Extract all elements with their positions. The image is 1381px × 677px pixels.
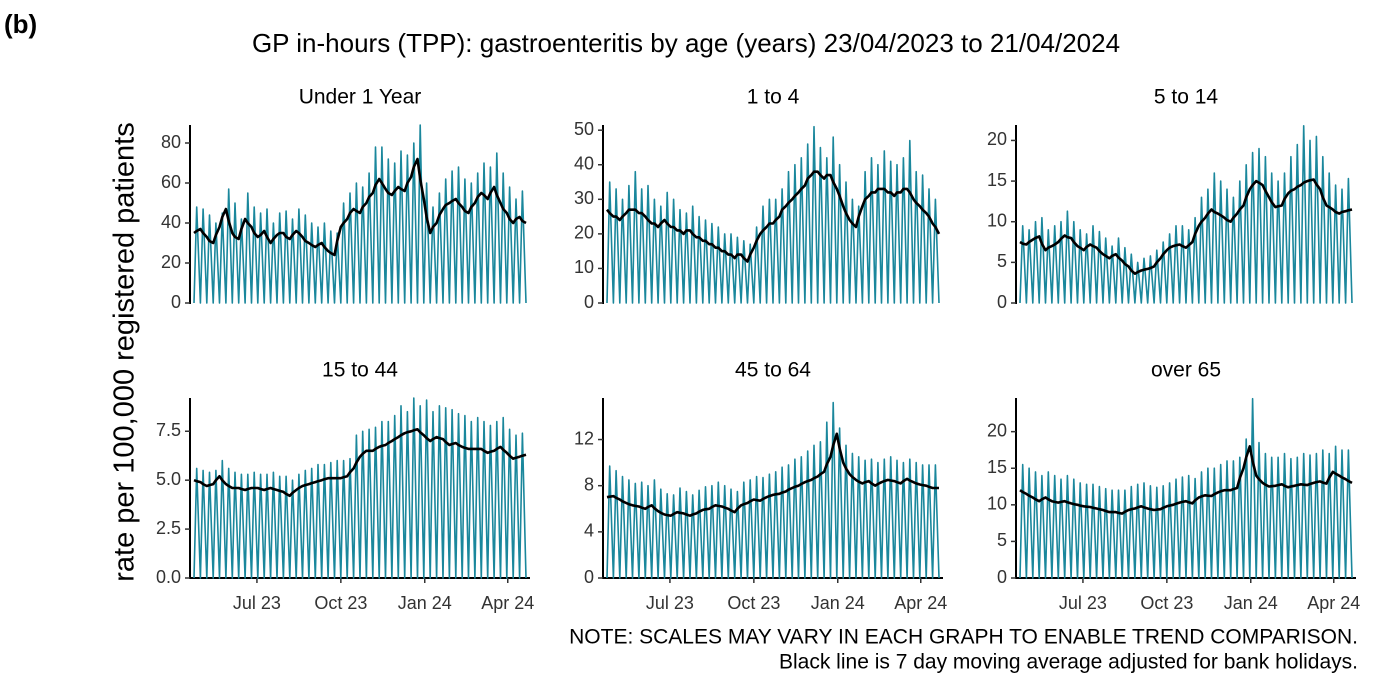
y-tick-label: 0 [997,567,1007,587]
figure-label: (b) [4,9,37,39]
daily-line [606,125,940,304]
daily-line [193,124,527,304]
panel-title: 45 to 64 [735,359,811,382]
y-tick-label: 40 [161,212,181,232]
y-tick-label: 0 [171,292,181,312]
y-axis-label: rate per 100,000 registered patients [109,122,141,581]
x-tick-label: Apr 24 [1307,593,1360,613]
y-tick-label: 20 [987,129,1007,149]
y-tick-label: 0 [997,292,1007,312]
average-line [606,432,939,517]
average-line [193,428,527,498]
y-tick-label: 12 [574,428,594,448]
average-line [193,157,527,257]
panel-title: over 65 [1151,359,1221,382]
y-tick-label: 10 [987,494,1007,514]
daily-line [606,401,940,579]
x-tick-label: Apr 24 [481,593,534,613]
daily-line [193,397,527,579]
x-tick-label: Oct 23 [1140,593,1193,613]
y-tick-label: 7.5 [156,420,181,440]
panel-title: Under 1 Year [299,86,422,109]
y-tick-label: 5 [997,251,1007,271]
x-tick-label: Jan 24 [1224,593,1278,613]
y-tick-label: 15 [987,170,1007,190]
y-tick-label: 30 [574,188,594,208]
panel-title: 15 to 44 [322,359,398,382]
note: Black line is 7 day moving average adjus… [779,651,1358,674]
y-tick-label: 20 [161,252,181,272]
y-tick-label: 15 [987,457,1007,477]
y-tick-label: 0.0 [156,567,181,587]
panel-title: 1 to 4 [747,86,800,109]
y-tick-label: 0 [584,567,594,587]
y-tick-label: 40 [574,153,594,173]
panel-title: 5 to 14 [1154,86,1219,109]
y-tick-label: 10 [574,257,594,277]
y-tick-label: 5 [997,530,1007,550]
average-line [1019,178,1353,275]
x-tick-label: Oct 23 [314,593,367,613]
y-tick-label: 20 [574,223,594,243]
note: NOTE: SCALES MAY VARY IN EACH GRAPH TO E… [569,626,1358,649]
y-tick-label: 50 [574,119,594,139]
y-tick-label: 20 [987,420,1007,440]
y-tick-label: 10 [987,210,1007,230]
average-line [1019,445,1353,515]
x-tick-label: Apr 24 [894,593,947,613]
chart-title: GP in-hours (TPP): gastroenteritis by ag… [252,28,1120,58]
y-tick-label: 0 [584,292,594,312]
x-tick-label: Oct 23 [727,593,780,613]
y-tick-label: 8 [584,474,594,494]
y-tick-label: 5.0 [156,469,181,489]
daily-line [1019,125,1353,304]
daily-line [1019,397,1353,579]
y-tick-label: 2.5 [156,518,181,538]
y-tick-label: 80 [161,132,181,152]
x-tick-label: Jul 23 [233,593,281,613]
y-tick-label: 60 [161,172,181,192]
x-tick-label: Jan 24 [811,593,865,613]
x-tick-label: Jul 23 [1059,593,1107,613]
y-tick-label: 4 [584,521,594,541]
x-tick-label: Jul 23 [646,593,694,613]
average-line [605,170,941,263]
x-tick-label: Jan 24 [398,593,452,613]
